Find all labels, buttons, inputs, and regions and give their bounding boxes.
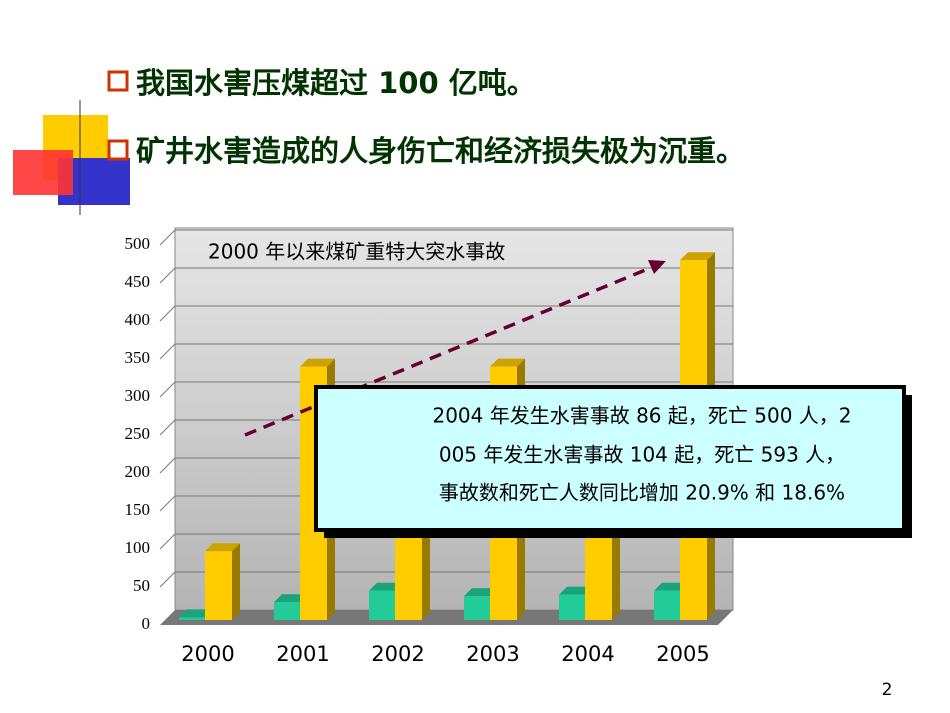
- grid-line: [159, 343, 733, 360]
- bar-side: [232, 543, 240, 620]
- bullet-text: 我国水害压煤超过 100 亿吨。: [136, 66, 536, 100]
- y-tick-label: 400: [125, 310, 151, 329]
- bar-top: [300, 358, 335, 367]
- grid-line: [159, 305, 733, 322]
- y-tick-label: 150: [125, 500, 151, 519]
- bar-top: [680, 252, 715, 261]
- x-tick-label: 2004: [561, 642, 614, 666]
- bar-top: [274, 594, 308, 603]
- y-tick-label: 350: [125, 348, 151, 367]
- page-number: 2: [882, 680, 893, 700]
- bar-top: [654, 582, 688, 591]
- x-tick-label: 2000: [181, 642, 234, 666]
- bar: [205, 543, 240, 620]
- callout-text: 事故数和死亡人数同比增加 20.9% 和 18.6%: [439, 481, 845, 505]
- y-tick-label: 300: [125, 386, 151, 405]
- chart-title: 2000 年以来煤矿重特大突水事故: [208, 240, 505, 264]
- y-tick-label: 0: [142, 614, 151, 633]
- floor: [160, 610, 733, 625]
- x-tick-label: 2005: [656, 642, 709, 666]
- bar-top: [179, 609, 213, 618]
- y-tick-label: 500: [125, 234, 151, 253]
- grid-line: [159, 229, 733, 246]
- y-tick-label: 50: [133, 576, 150, 595]
- bullet-text: 矿井水害造成的人身伤亡和经济损失极为沉重。: [136, 134, 745, 168]
- y-tick-label: 450: [125, 272, 151, 291]
- bar-front: [179, 617, 205, 620]
- y-tick-label: 200: [125, 462, 151, 481]
- bar-top: [369, 582, 403, 591]
- bar-front: [559, 594, 585, 620]
- trend-arrow: [244, 264, 656, 437]
- bar-front: [369, 590, 395, 620]
- x-tick-label: 2003: [466, 642, 519, 666]
- callout-text: 005 年发生水害事故 104 起，死亡 593 人，: [439, 443, 845, 467]
- grid-line: [159, 381, 733, 398]
- bullet-list: 我国水害压煤超过 100 亿吨。 矿井水害造成的人身伤亡和经济损失极为沉重。: [107, 66, 745, 168]
- bar-top: [464, 588, 498, 597]
- bar-top: [490, 358, 525, 367]
- y-tick-label: 250: [125, 424, 151, 443]
- bar-front: [274, 602, 300, 620]
- bar-front: [654, 590, 680, 620]
- bar-front: [464, 596, 490, 620]
- grid-line: [159, 267, 733, 284]
- bullet-icon: [107, 70, 129, 92]
- bar-front: [205, 551, 232, 620]
- overlay: 2000 年以来煤矿重特大突水事故 2004 年发生水害事故 86 起，死亡 5…: [208, 240, 912, 700]
- callout-box: [314, 385, 906, 532]
- callout-text: 2004 年发生水害事故 86 起，死亡 500 人，2: [432, 404, 851, 428]
- y-tick-label: 100: [125, 538, 151, 557]
- grid-line: [159, 571, 733, 588]
- bullet-icon: [107, 139, 129, 161]
- arrow-head: [648, 260, 666, 274]
- bar-top: [559, 586, 593, 595]
- bar-top: [205, 543, 240, 552]
- x-tick-label: 2001: [276, 642, 329, 666]
- decoration: [13, 100, 900, 215]
- x-tick-label: 2002: [371, 642, 424, 666]
